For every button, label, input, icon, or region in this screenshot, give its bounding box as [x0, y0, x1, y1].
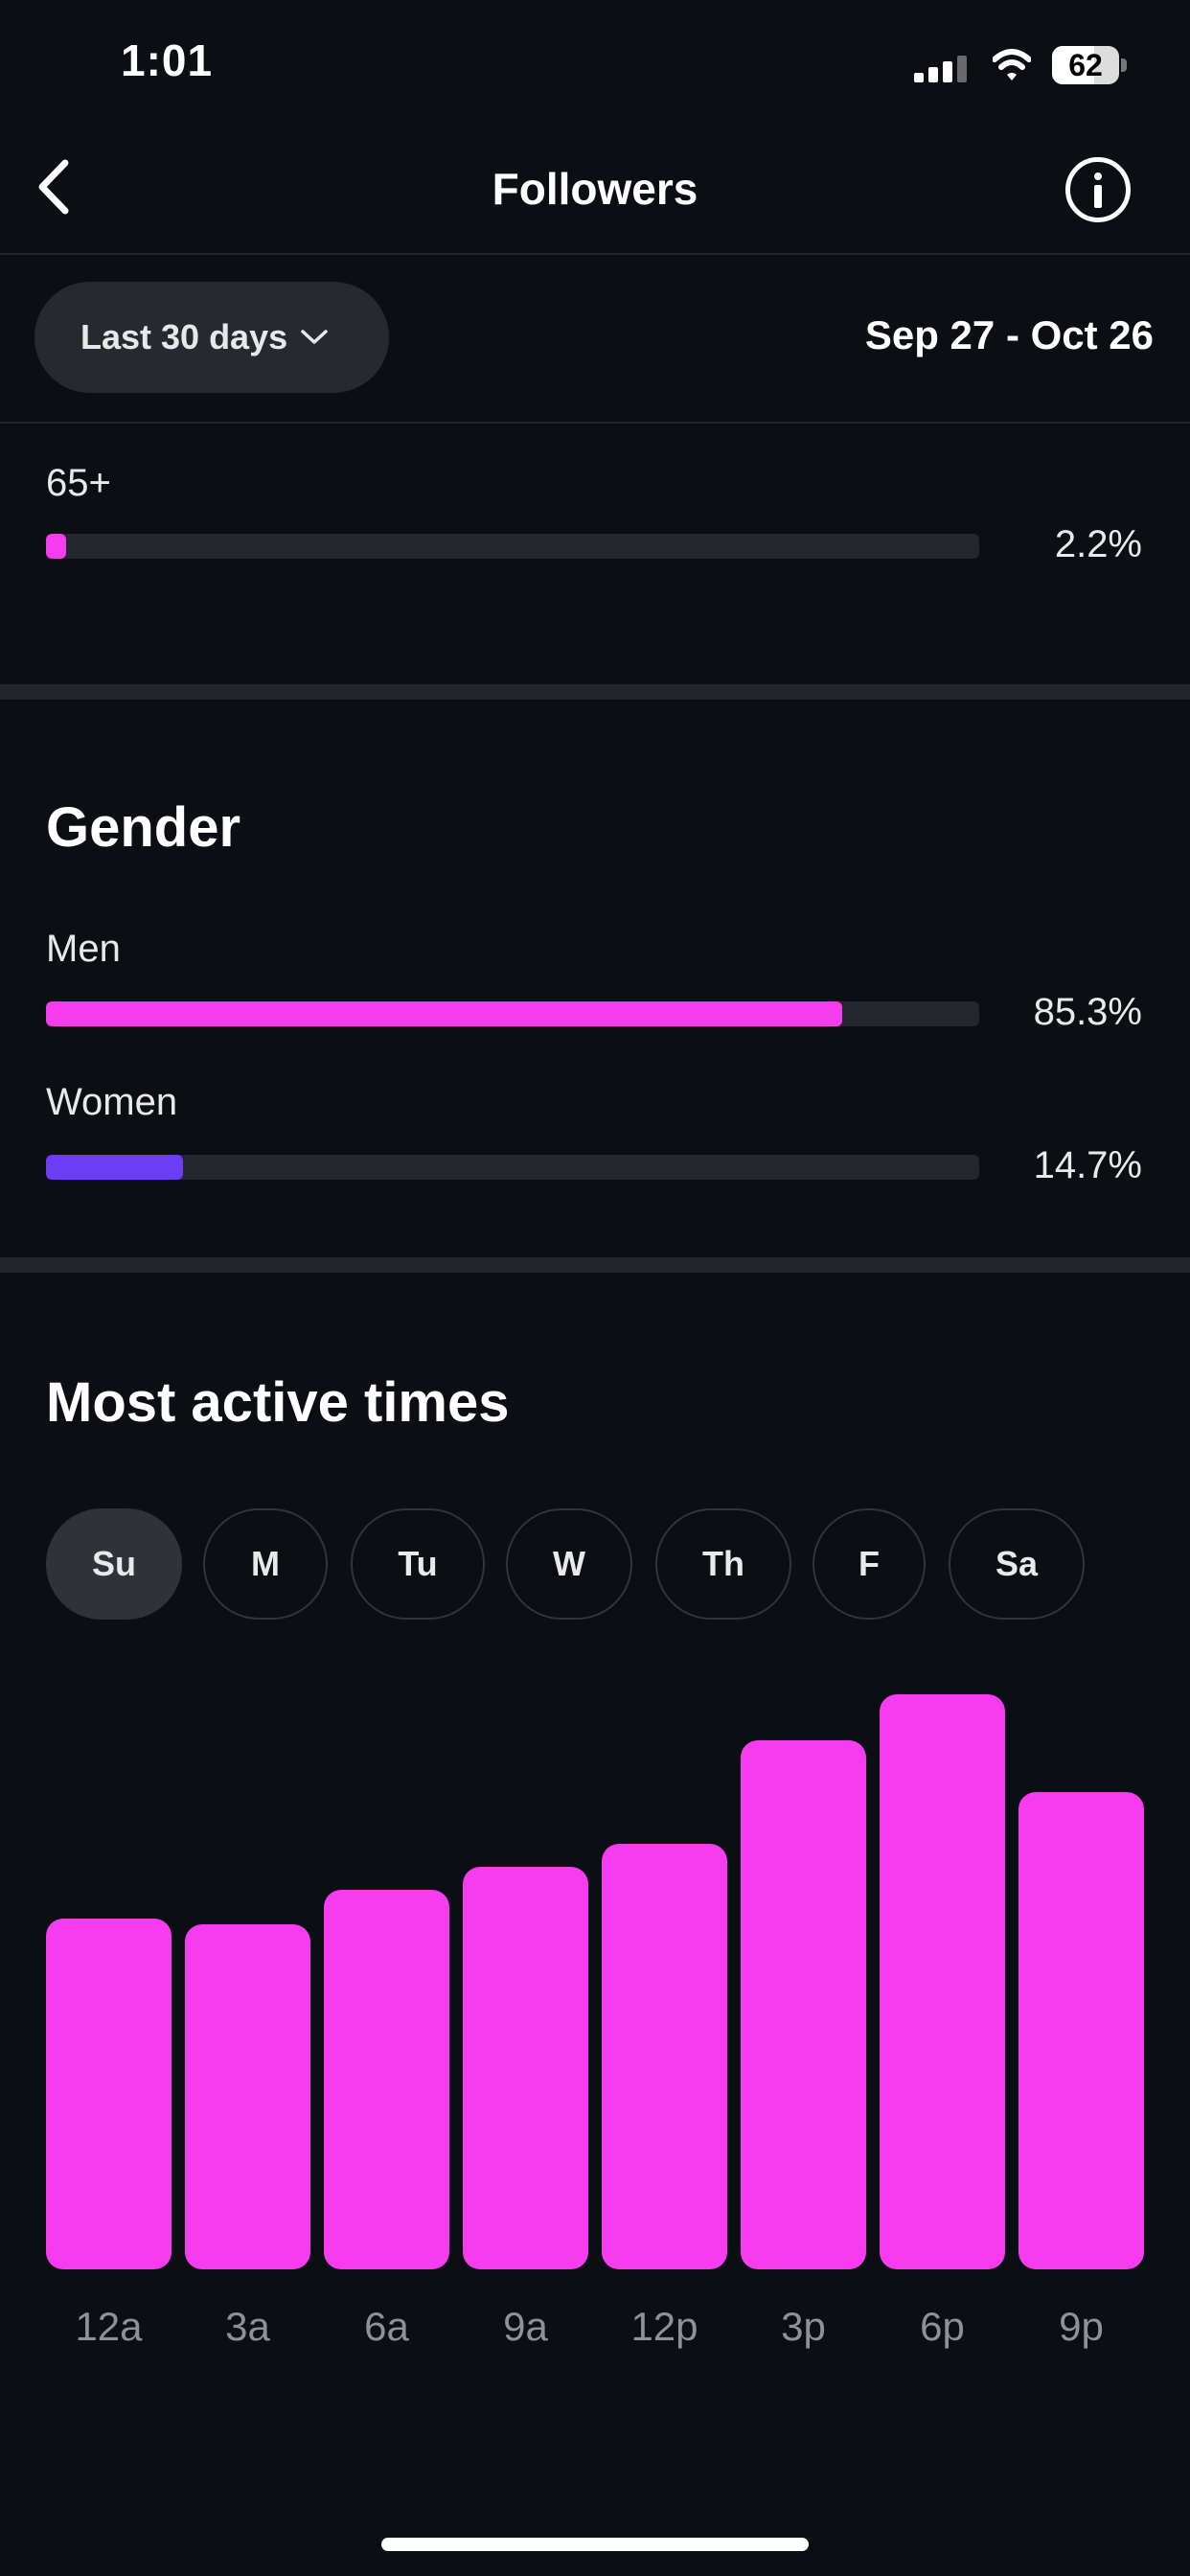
date-range-label: Last 30 days — [80, 317, 288, 356]
gender-women-fill — [46, 1155, 184, 1180]
gender-men-fill — [46, 1001, 842, 1026]
filter-divider — [0, 422, 1190, 424]
cellular-signal-icon — [914, 56, 967, 82]
chart-bar-3a[interactable] — [185, 1924, 310, 2269]
chart-tick-label: 9p — [1059, 2304, 1104, 2349]
chart-bar-12a[interactable] — [46, 1919, 172, 2269]
age-bar-label: 65+ — [46, 462, 111, 504]
chart-bar-6p[interactable] — [880, 1694, 1005, 2269]
chart-bar-9a[interactable] — [463, 1867, 588, 2269]
header-divider — [0, 253, 1190, 255]
battery-icon: 62 — [1052, 46, 1127, 84]
chart-tick-label: 12a — [75, 2304, 143, 2349]
day-chip-sa[interactable]: Sa — [949, 1508, 1085, 1620]
status-time: 1:01 — [121, 35, 214, 85]
day-chip-m[interactable]: M — [203, 1508, 328, 1620]
day-chip-tu[interactable]: Tu — [351, 1508, 485, 1620]
chart-tick-label: 6a — [364, 2304, 409, 2349]
chart-tick-label: 3a — [225, 2304, 270, 2349]
chart-tick-label: 6p — [920, 2304, 965, 2349]
active-times-section-title: Most active times — [46, 1371, 510, 1434]
chart-bar-6a[interactable] — [324, 1890, 449, 2269]
day-chip-th[interactable]: Th — [655, 1508, 791, 1620]
info-icon[interactable] — [1065, 157, 1131, 222]
day-chip-f[interactable]: F — [812, 1508, 926, 1620]
battery-level: 62 — [1068, 48, 1103, 82]
age-bar-fill — [46, 534, 67, 559]
age-bar-track — [46, 534, 979, 559]
chart-bar-3p[interactable] — [741, 1740, 866, 2269]
chevron-down-icon — [301, 330, 328, 344]
gender-women-track — [46, 1155, 979, 1180]
active-times-chart: 12a 3a 6a 9a 12p 3p 6p 9p — [46, 1694, 1144, 2349]
day-chip-su[interactable]: Su — [46, 1508, 182, 1620]
chart-bar-12p[interactable] — [602, 1844, 727, 2269]
home-indicator — [381, 2538, 809, 2551]
gender-men-label: Men — [46, 928, 121, 970]
gender-women-label: Women — [46, 1081, 178, 1123]
section-divider — [0, 1257, 1190, 1273]
section-divider — [0, 684, 1190, 700]
date-range-text: Sep 27 - Oct 26 — [864, 312, 1154, 357]
chart-tick-label: 12p — [630, 2304, 698, 2349]
gender-women-percent: 14.7% — [1033, 1144, 1142, 1186]
date-range-dropdown[interactable]: Last 30 days — [34, 282, 389, 393]
page-title: Followers — [492, 164, 698, 214]
back-arrow-icon[interactable] — [29, 153, 86, 220]
day-chip-w[interactable]: W — [506, 1508, 632, 1620]
chart-tick-label: 9a — [503, 2304, 548, 2349]
gender-men-track — [46, 1001, 979, 1026]
wifi-icon — [993, 49, 1031, 80]
age-bar-percent: 2.2% — [1054, 523, 1142, 565]
gender-men-percent: 85.3% — [1033, 991, 1142, 1033]
chart-bar-9p[interactable] — [1018, 1792, 1144, 2269]
gender-section-title: Gender — [46, 796, 241, 859]
chart-tick-label: 3p — [781, 2304, 826, 2349]
